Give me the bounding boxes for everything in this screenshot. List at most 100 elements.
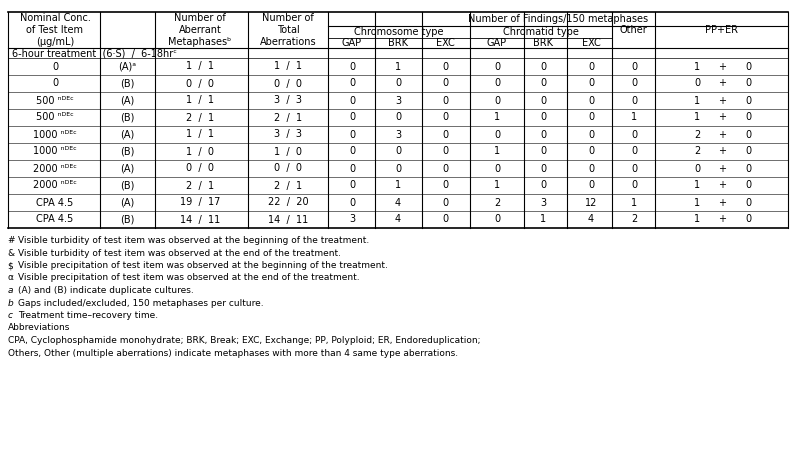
Text: 0: 0 [442, 130, 448, 139]
Text: 0: 0 [442, 214, 448, 225]
Text: (A): (A) [120, 198, 134, 207]
Text: 1: 1 [395, 180, 401, 191]
Text: 1  /  0: 1 / 0 [274, 146, 302, 157]
Text: 2  /  1: 2 / 1 [186, 180, 214, 191]
Text: 0: 0 [745, 164, 751, 173]
Text: 0: 0 [349, 164, 355, 173]
Text: 500 ⁿᴰᴱᶜ: 500 ⁿᴰᴱᶜ [36, 96, 74, 105]
Text: 0: 0 [442, 112, 448, 123]
Text: 3: 3 [395, 96, 401, 105]
Text: 0: 0 [588, 180, 594, 191]
Text: 1  /  1: 1 / 1 [186, 96, 214, 105]
Text: +: + [718, 130, 726, 139]
Text: Chromatid type: Chromatid type [503, 27, 579, 37]
Text: 4: 4 [588, 214, 594, 225]
Text: 1: 1 [694, 62, 700, 71]
Text: 1  /  1: 1 / 1 [186, 130, 214, 139]
Text: 1: 1 [494, 112, 500, 123]
Text: +: + [718, 164, 726, 173]
Text: 22  /  20: 22 / 20 [267, 198, 308, 207]
Text: 14  /  11: 14 / 11 [180, 214, 220, 225]
Text: 0: 0 [395, 112, 401, 123]
Text: 0: 0 [631, 96, 637, 105]
Text: Abbreviations: Abbreviations [8, 323, 70, 333]
Text: Gaps included/excluded, 150 metaphases per culture.: Gaps included/excluded, 150 metaphases p… [18, 299, 263, 308]
Text: 3: 3 [349, 214, 355, 225]
Text: 1  /  1: 1 / 1 [274, 62, 302, 71]
Text: 0: 0 [588, 130, 594, 139]
Text: 0: 0 [442, 164, 448, 173]
Text: 0: 0 [745, 112, 751, 123]
Text: 0: 0 [442, 198, 448, 207]
Text: a: a [8, 286, 17, 295]
Text: 0: 0 [442, 180, 448, 191]
Text: $: $ [8, 261, 17, 270]
Text: (A): (A) [120, 130, 134, 139]
Text: Visible precipitation of test item was observed at the beginning of the treatmen: Visible precipitation of test item was o… [18, 261, 388, 270]
Text: #: # [8, 236, 18, 245]
Text: (B): (B) [120, 214, 135, 225]
Text: EXC: EXC [435, 38, 455, 48]
Text: 0: 0 [540, 62, 546, 71]
Text: 0: 0 [588, 112, 594, 123]
Text: Other: Other [619, 25, 647, 35]
Text: 0: 0 [745, 214, 751, 225]
Text: 0: 0 [395, 146, 401, 157]
Text: 2: 2 [494, 198, 500, 207]
Text: CPA 4.5: CPA 4.5 [37, 198, 73, 207]
Text: 1000 ⁿᴰᴱᶜ: 1000 ⁿᴰᴱᶜ [33, 130, 77, 139]
Text: 2000 ⁿᴰᴱᶜ: 2000 ⁿᴰᴱᶜ [33, 180, 77, 191]
Text: +: + [718, 198, 726, 207]
Text: 0  /  0: 0 / 0 [186, 164, 214, 173]
Text: 0: 0 [540, 164, 546, 173]
Text: 12: 12 [585, 198, 597, 207]
Text: 0: 0 [631, 180, 637, 191]
Text: 0: 0 [588, 78, 594, 89]
Text: 1  /  0: 1 / 0 [186, 146, 214, 157]
Text: 1: 1 [694, 214, 700, 225]
Text: 0: 0 [349, 198, 355, 207]
Text: 3: 3 [540, 198, 546, 207]
Text: Number of
Total
Aberrations: Number of Total Aberrations [259, 13, 316, 48]
Text: 1: 1 [395, 62, 401, 71]
Text: (B): (B) [120, 180, 135, 191]
Text: 1: 1 [694, 180, 700, 191]
Text: CPA, Cyclophosphamide monohydrate; BRK, Break; EXC, Exchange; PP, Polyploid; ER,: CPA, Cyclophosphamide monohydrate; BRK, … [8, 336, 481, 345]
Text: +: + [718, 78, 726, 89]
Text: 0: 0 [540, 112, 546, 123]
Text: Visible turbidity of test item was observed at the beginning of the treatment.: Visible turbidity of test item was obser… [18, 236, 369, 245]
Text: Number of
Aberrant
Metaphasesᵇ: Number of Aberrant Metaphasesᵇ [169, 13, 232, 48]
Text: 0: 0 [349, 96, 355, 105]
Text: 0: 0 [694, 78, 700, 89]
Text: &: & [8, 248, 18, 258]
Text: 0: 0 [631, 62, 637, 71]
Text: 4: 4 [395, 214, 401, 225]
Text: (A): (A) [120, 164, 134, 173]
Text: 0: 0 [540, 146, 546, 157]
Text: 0: 0 [494, 214, 500, 225]
Text: (B): (B) [120, 146, 135, 157]
Text: 0: 0 [395, 164, 401, 173]
Text: 1: 1 [631, 112, 637, 123]
Text: 0: 0 [52, 62, 58, 71]
Text: 14  /  11: 14 / 11 [268, 214, 308, 225]
Text: (A) and (B) indicate duplicate cultures.: (A) and (B) indicate duplicate cultures. [18, 286, 193, 295]
Text: 0: 0 [494, 78, 500, 89]
Text: 1: 1 [494, 146, 500, 157]
Text: +: + [718, 180, 726, 191]
Text: 19  /  17: 19 / 17 [180, 198, 220, 207]
Text: 0: 0 [540, 96, 546, 105]
Text: 0: 0 [349, 112, 355, 123]
Text: Visible precipitation of test item was observed at the end of the treatment.: Visible precipitation of test item was o… [18, 274, 360, 282]
Text: 2  /  1: 2 / 1 [186, 112, 214, 123]
Text: 0: 0 [694, 164, 700, 173]
Text: 0: 0 [745, 198, 751, 207]
Text: 0: 0 [588, 62, 594, 71]
Text: 4: 4 [395, 198, 401, 207]
Text: 6-hour treatment  (6·S)  /  6-18hrᶜ: 6-hour treatment (6·S) / 6-18hrᶜ [12, 48, 177, 58]
Text: 0: 0 [631, 78, 637, 89]
Text: 1000 ⁿᴰᴱᶜ: 1000 ⁿᴰᴱᶜ [33, 146, 77, 157]
Text: 0: 0 [442, 62, 448, 71]
Text: 3  /  3: 3 / 3 [274, 96, 302, 105]
Text: 0  /  0: 0 / 0 [274, 78, 302, 89]
